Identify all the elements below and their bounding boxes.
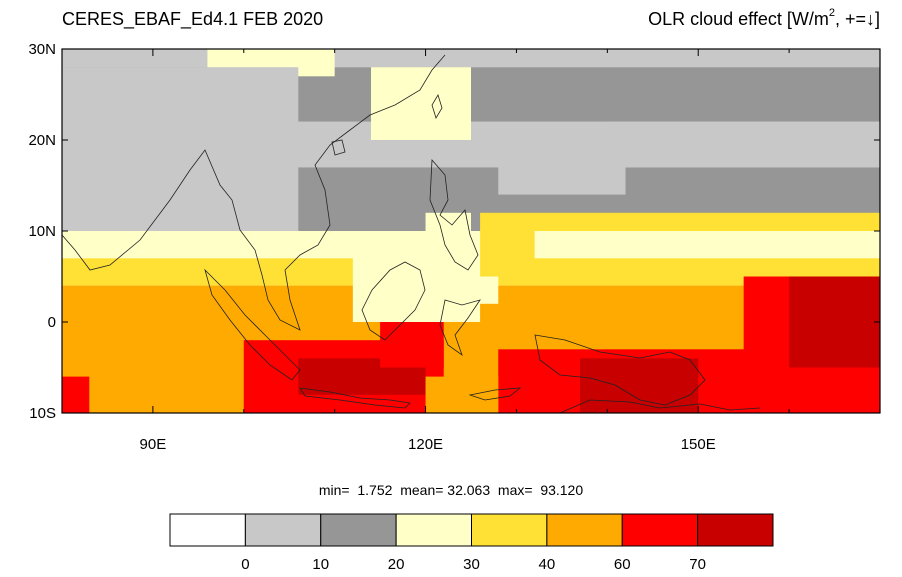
field-patch — [380, 322, 444, 368]
lat-tick-label: 0 — [48, 314, 56, 331]
colorbar-label: 40 — [539, 556, 556, 573]
colorbar-box — [169, 513, 246, 547]
colorbar-box — [320, 513, 397, 547]
lon-tick-label: 90E — [140, 436, 167, 453]
coast-borneo — [361, 261, 426, 341]
coast-new-guinea — [534, 334, 706, 406]
down-arrow-icon: ↓ — [865, 9, 875, 29]
coastlines — [62, 54, 761, 413]
coast-java — [299, 387, 411, 409]
colorbar-label: 60 — [614, 556, 631, 573]
colorbar-label: 20 — [388, 556, 405, 573]
field-patch — [789, 276, 880, 368]
colorbar-box — [395, 513, 472, 547]
stat-min-value: 1.752 — [357, 482, 393, 498]
stat-max-value: 93.120 — [540, 482, 584, 498]
colorbar-label: 70 — [689, 556, 706, 573]
field-patch — [480, 303, 608, 341]
coast-india-burma — [62, 149, 241, 271]
cloud-effect-field — [62, 49, 880, 413]
coast-timor — [468, 387, 522, 401]
lat-tick-label: 30N — [28, 41, 56, 58]
coast-taiwan — [431, 94, 443, 119]
colorbar-box — [244, 513, 322, 547]
stat-max-label: max= — [497, 482, 533, 498]
field-patch — [425, 376, 499, 413]
field-band — [62, 49, 880, 68]
stat-mean-label: mean= — [400, 482, 444, 498]
lat-tick-label: 20N — [28, 132, 56, 149]
lat-tick-label: 10S — [29, 405, 56, 422]
stat-mean-value: 32.063 — [447, 482, 491, 498]
coast-hainan — [331, 139, 346, 156]
latitude-axis: 30N 20N 10N 0 10S — [28, 41, 880, 422]
colorbar-label: 0 — [241, 556, 249, 573]
lon-tick-label: 150E — [681, 436, 716, 453]
lat-tick-label: 10N — [28, 223, 56, 240]
longitude-axis: 90E 120E 150E — [61, 49, 881, 453]
map-title-right: OLR cloud effect [W/m2, +=↓] — [648, 7, 880, 30]
title-right-tail: , += — [834, 9, 866, 29]
lon-tick-label: 120E — [408, 436, 443, 453]
coast-sumatra — [204, 268, 301, 381]
coast-sulawesi — [439, 299, 481, 357]
field-patch — [534, 231, 880, 259]
field-statistics: min= 1.752 mean= 32.063 max= 93.120 — [0, 482, 902, 498]
colorbar-box — [697, 513, 774, 547]
title-right-close: ] — [874, 9, 880, 29]
stat-min-label: min= — [318, 482, 350, 498]
coast-australia-north — [559, 399, 761, 413]
colorbar-box — [546, 513, 623, 547]
field-patch — [580, 358, 699, 413]
field-patch — [62, 376, 90, 413]
title-right-sup: 2 — [828, 7, 835, 19]
colorbar-box — [471, 513, 548, 547]
colorbar-label: 10 — [312, 556, 329, 573]
title-right-main: OLR cloud effect [W/m — [648, 9, 829, 29]
map-title-left: CERES_EBAF_Ed4.1 FEB 2020 — [62, 9, 324, 29]
field-patch — [607, 121, 880, 168]
field-patch — [371, 67, 471, 140]
field-patch — [498, 140, 626, 195]
coast-philippines — [429, 158, 479, 271]
colorbar: 0 10 20 30 40 60 70 — [169, 513, 774, 573]
field-patch — [62, 67, 299, 231]
colorbar-box — [621, 513, 699, 547]
field-patch — [425, 212, 471, 277]
colorbar-label: 30 — [463, 556, 480, 573]
coast-indochina — [239, 54, 446, 331]
